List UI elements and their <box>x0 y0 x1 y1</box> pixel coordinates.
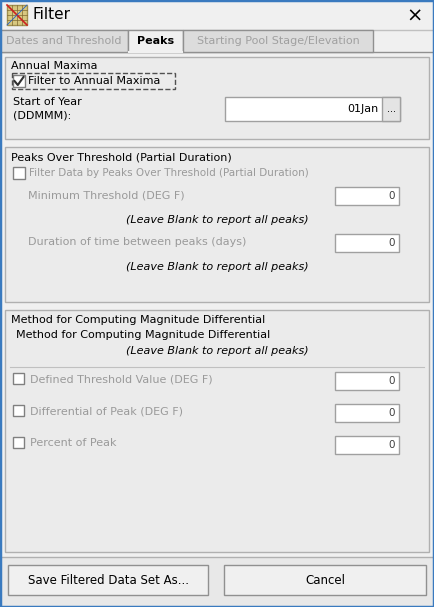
Bar <box>5 310 429 552</box>
Text: Duration of time between peaks (days): Duration of time between peaks (days) <box>28 237 247 247</box>
Text: ...: ... <box>387 104 395 114</box>
Bar <box>0 0 434 30</box>
Text: Dates and Threshold: Dates and Threshold <box>6 36 122 46</box>
Text: 0: 0 <box>388 408 395 418</box>
Text: Defined Threshold Value (DEG F): Defined Threshold Value (DEG F) <box>30 374 213 384</box>
Bar <box>225 97 400 121</box>
Text: 0: 0 <box>388 440 395 450</box>
Text: 0: 0 <box>388 238 395 248</box>
Text: ×: × <box>407 7 423 26</box>
Text: 0: 0 <box>388 191 395 201</box>
Text: 01Jan: 01Jan <box>347 104 378 114</box>
Bar <box>128 30 183 52</box>
Text: (Leave Blank to report all peaks): (Leave Blank to report all peaks) <box>126 346 308 356</box>
Bar <box>0 30 128 52</box>
Bar <box>335 234 399 252</box>
Bar <box>5 147 429 302</box>
Bar <box>13 75 25 87</box>
Text: (Leave Blank to report all peaks): (Leave Blank to report all peaks) <box>126 215 308 225</box>
Bar <box>335 436 399 454</box>
Bar <box>224 565 426 595</box>
Text: Differential of Peak (DEG F): Differential of Peak (DEG F) <box>30 406 183 416</box>
Text: Filter: Filter <box>33 7 71 22</box>
Text: Peaks Over Threshold (Partial Duration): Peaks Over Threshold (Partial Duration) <box>11 152 232 162</box>
Bar <box>13 437 24 448</box>
Text: Save Filtered Data Set As...: Save Filtered Data Set As... <box>27 574 188 586</box>
Text: Percent of Peak: Percent of Peak <box>30 438 116 448</box>
Text: Cancel: Cancel <box>305 574 345 586</box>
Bar <box>5 57 429 139</box>
Text: Minimum Threshold (DEG F): Minimum Threshold (DEG F) <box>28 190 184 200</box>
Bar <box>13 167 25 179</box>
Bar <box>13 405 24 416</box>
Text: 0: 0 <box>388 376 395 386</box>
Text: Filter Data by Peaks Over Threshold (Partial Duration): Filter Data by Peaks Over Threshold (Par… <box>29 168 309 178</box>
Bar <box>12 73 175 89</box>
Bar <box>335 404 399 422</box>
Bar <box>335 372 399 390</box>
Text: Filter to Annual Maxima: Filter to Annual Maxima <box>28 76 161 86</box>
Bar <box>0 557 434 607</box>
Text: Starting Pool Stage/Elevation: Starting Pool Stage/Elevation <box>197 36 359 46</box>
Bar <box>382 97 400 121</box>
Text: Start of Year: Start of Year <box>13 97 82 107</box>
Text: Peaks: Peaks <box>137 36 174 46</box>
Text: Method for Computing Magnitude Differential: Method for Computing Magnitude Different… <box>11 315 265 325</box>
Bar <box>183 30 373 52</box>
Text: (DDMMM):: (DDMMM): <box>13 110 71 120</box>
Text: Method for Computing Magnitude Differential: Method for Computing Magnitude Different… <box>16 330 270 340</box>
Text: Annual Maxima: Annual Maxima <box>11 61 98 71</box>
Text: (Leave Blank to report all peaks): (Leave Blank to report all peaks) <box>126 262 308 272</box>
Bar <box>13 373 24 384</box>
Bar <box>8 565 208 595</box>
Bar <box>335 187 399 205</box>
Bar <box>7 5 27 25</box>
